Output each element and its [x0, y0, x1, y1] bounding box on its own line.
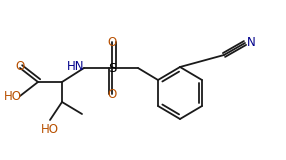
Text: HO: HO	[41, 123, 59, 136]
Text: N: N	[247, 36, 256, 49]
Text: O: O	[15, 60, 25, 73]
Text: S: S	[108, 61, 116, 75]
Text: HO: HO	[4, 89, 22, 103]
Text: HN: HN	[67, 60, 84, 73]
Text: O: O	[107, 36, 117, 48]
Text: O: O	[107, 88, 117, 100]
